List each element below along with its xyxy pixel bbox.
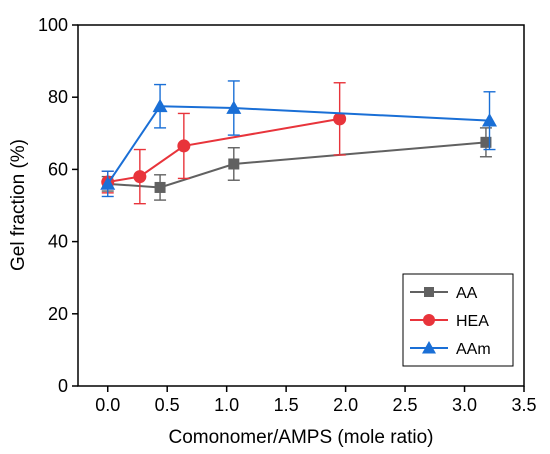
x-tick-label: 1.0 <box>214 395 239 415</box>
legend: AA HEA AAm <box>402 273 514 367</box>
x-tick-label: 0.0 <box>95 395 120 415</box>
legend-item-aam: AAm <box>410 341 491 358</box>
legend-item-hea-label: HEA <box>456 313 489 330</box>
y-tick-label: 20 <box>48 304 68 324</box>
series-aa-line <box>107 141 487 189</box>
y-axis-ticks: 0 20 40 60 80 100 <box>38 15 78 396</box>
series-aa-point <box>154 181 166 193</box>
x-tick-label: 1.5 <box>274 395 299 415</box>
series-hea-point <box>333 112 347 126</box>
x-tick-label: 3.5 <box>511 395 536 415</box>
series-hea-line <box>107 117 340 184</box>
series-aam <box>100 80 498 198</box>
y-tick-label: 0 <box>58 376 68 396</box>
y-axis-title: Gel fraction (%) <box>8 139 29 271</box>
legend-item-aa-marker <box>424 287 434 297</box>
legend-item-aam-marker <box>422 341 436 354</box>
x-tick-label: 3.0 <box>452 395 477 415</box>
legend-item-hea: HEA <box>410 313 489 330</box>
y-tick-label: 60 <box>48 159 68 179</box>
legend-item-hea-marker <box>423 314 435 326</box>
series-aa <box>101 127 492 201</box>
y-tick-label: 40 <box>48 232 68 252</box>
series-hea-point <box>133 170 147 184</box>
series-aam-point <box>226 100 242 114</box>
series-aam-point <box>152 98 168 113</box>
series-aa-point <box>480 136 492 148</box>
plot-frame-group <box>77 24 525 387</box>
x-axis-title: Comonomer/AMPS (mole ratio) <box>168 427 433 448</box>
series-aam-point <box>100 176 116 190</box>
x-axis-ticks: 0.0 0.5 1.0 1.5 2.0 2.5 3.0 3.5 <box>95 386 537 415</box>
series-aa-point <box>228 158 240 170</box>
legend-item-aam-label: AAm <box>456 341 491 358</box>
x-tick-label: 0.5 <box>155 395 180 415</box>
legend-item-aa: AA <box>410 285 478 302</box>
y-tick-label: 100 <box>38 15 68 35</box>
series-aam-point <box>482 113 498 127</box>
x-tick-label: 2.5 <box>393 395 418 415</box>
plot-frame <box>77 24 525 387</box>
series-layer <box>100 80 498 205</box>
y-tick-label: 80 <box>48 87 68 107</box>
series-hea-point <box>177 139 191 153</box>
series-aam-line <box>106 105 490 185</box>
legend-item-aa-label: AA <box>456 285 478 302</box>
x-tick-label: 2.0 <box>333 395 358 415</box>
